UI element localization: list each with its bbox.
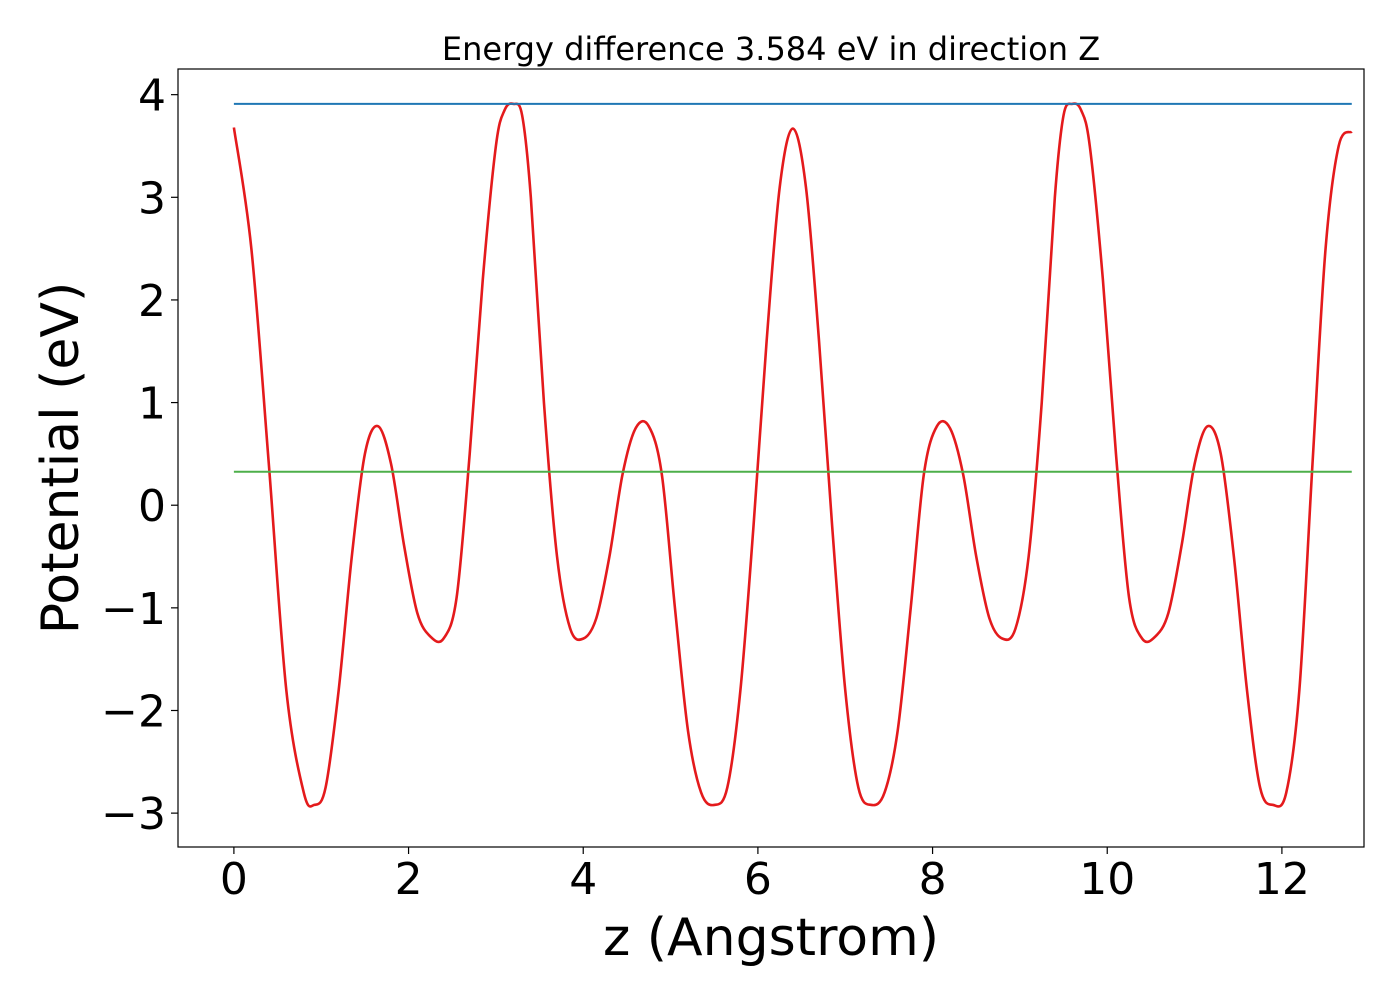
y-tick-label: 1 [138,379,166,430]
y-tick-label: −2 [101,686,166,737]
x-axis: 0 2 4 6 8 10 12 [220,847,1310,905]
y-tick-label: −3 [101,789,166,840]
y-tick-label: 2 [138,276,166,327]
x-tick-label: 12 [1254,854,1310,905]
y-tick-label: 4 [138,71,166,122]
y-axis: −3 −2 −1 0 1 2 3 4 [101,71,178,840]
x-tick-label: 4 [569,854,597,905]
x-tick-label: 2 [395,854,423,905]
y-axis-label: Potential (eV) [31,282,91,634]
y-tick-label: −1 [101,584,166,635]
plot-area-frame [177,68,1365,848]
x-tick-label: 6 [744,854,772,905]
x-tick-label: 8 [919,854,947,905]
y-tick-label: 3 [138,173,166,224]
x-tick-label: 10 [1079,854,1135,905]
potential-curve [232,102,1353,808]
x-axis-label: z (Angstrom) [603,908,939,968]
plot-series [232,102,1353,808]
chart-title: Energy difference 3.584 eV in direction … [442,30,1100,68]
y-tick-label: 0 [138,481,166,532]
x-tick-label: 0 [220,854,248,905]
